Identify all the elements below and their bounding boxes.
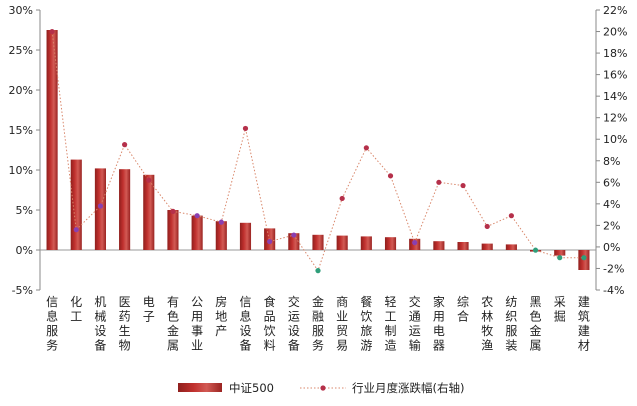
category-label: 金融服务 [312,294,324,353]
right-tick-label: 14% [603,90,627,103]
line-path [51,31,584,272]
line-point [218,219,224,225]
legend-line-label: 行业月度涨跌幅(右轴) [352,381,464,395]
category-label: 化工 [70,295,82,324]
line-point [315,268,321,274]
line-point [436,179,442,185]
legend: 中证500 行业月度涨跌幅(右轴) [178,381,464,395]
category-label: 房地产 [215,294,227,338]
bar [46,30,58,250]
line-point [97,203,104,209]
left-axis: -5% 0% 5% 10% 15% 20% 25% 30% [9,4,40,297]
bar [215,221,227,250]
right-tick-label: 16% [603,69,627,82]
bar [191,215,203,250]
bar [433,241,445,250]
bar [554,250,566,256]
line-point [363,145,369,151]
bar [312,234,324,250]
legend-bar-swatch [178,383,222,392]
category-label: 商业贸易 [336,294,348,353]
line-point [194,213,200,219]
right-tick-label: -2% [603,262,624,275]
line-point [73,227,79,233]
right-tick-label: 22% [603,4,627,17]
line-point [242,125,249,132]
line-point [146,177,152,183]
category-label: 采掘 [554,295,566,324]
right-tick-label: 10% [603,133,627,146]
category-label: 黑色金属 [530,295,542,353]
bar [481,243,493,250]
right-tick-label: 6% [603,176,620,189]
right-tick-label: 18% [603,47,627,60]
line-point [557,255,563,261]
right-tick-label: 12% [603,112,627,125]
right-axis: -4% -2% 0% 2% 4% 6% 8% 10% 12% 14% 16% 18% 20% 22% [596,4,627,297]
category-label: 农林牧渔 [481,295,493,353]
bar [288,233,300,250]
category-label: 机械设备 [94,295,106,353]
left-tick-label: 25% [9,44,33,57]
bar [239,222,252,250]
bar [167,210,179,250]
left-tick-label: 15% [9,124,33,137]
line-point [49,28,55,35]
category-label: 家用电器 [433,294,445,353]
category-label: 信息服务 [46,295,58,353]
bar [143,174,155,250]
line-point [581,255,587,261]
bar [457,242,469,250]
bar [70,159,82,250]
category-label: 公用事业 [191,295,203,353]
category-label: 轻工制造 [385,295,397,353]
right-tick-label: 2% [603,219,620,232]
right-tick-label: -4% [603,284,624,297]
line-point [122,142,128,148]
line-point [387,173,394,179]
legend-line-marker [320,385,326,391]
category-label: 信息设备 [239,295,251,353]
category-label: 医药生物 [119,295,131,353]
legend-bar-label: 中证500 [229,381,274,395]
category-label: 纺织服装 [505,295,517,353]
left-tick-label: 0% [16,244,33,257]
category-label: 餐饮旅游 [360,294,372,353]
category-label: 有色金属 [167,295,179,353]
category-label: 电子 [143,295,155,324]
category-label: 综合 [457,295,469,324]
line-point [291,232,297,238]
line-point [267,238,273,245]
category-label: 食品饮料 [264,294,276,353]
right-tick-label: 0% [603,241,620,254]
line-point [532,247,539,253]
category-label: 交运设备 [288,294,300,353]
line-series [49,28,587,274]
bar [336,235,348,250]
category-label: 交通运输 [409,294,421,353]
category-label: 建筑建材 [578,295,590,353]
line-point [339,195,345,202]
bar [360,236,372,250]
left-tick-label: -5% [12,284,33,297]
line-point [460,182,466,189]
line-point [412,240,418,246]
left-tick-label: 5% [16,204,33,217]
right-tick-label: 20% [603,26,627,39]
bar [94,168,106,250]
left-tick-label: 20% [9,84,33,97]
bar [119,169,131,250]
bar [384,237,397,250]
line-point [484,223,490,230]
right-tick-label: 8% [603,155,620,168]
line-point [170,208,176,214]
line-point [508,213,514,219]
right-tick-label: 4% [603,198,620,211]
left-tick-label: 30% [9,4,33,17]
bar [505,244,517,250]
left-tick-label: 10% [9,164,33,177]
